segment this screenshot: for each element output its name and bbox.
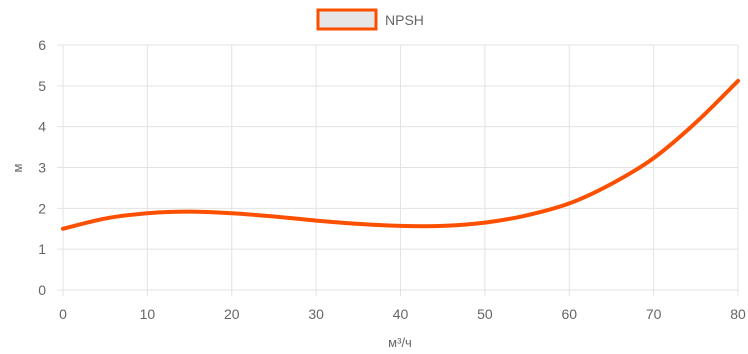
x-tick-label: 50 <box>477 306 493 322</box>
x-tick-label: 70 <box>646 306 662 322</box>
y-tick-label: 3 <box>38 160 46 176</box>
y-tick-label: 6 <box>38 37 46 53</box>
grid <box>57 44 739 296</box>
x-tick-label: 60 <box>561 306 577 322</box>
x-tick-label: 0 <box>59 306 67 322</box>
legend[interactable]: NPSH <box>316 8 424 31</box>
y-tick-label: 5 <box>38 78 46 94</box>
x-tick-label: 80 <box>730 306 746 322</box>
y-tick-label: 0 <box>38 282 46 298</box>
x-axis-ticks: 0 10 20 30 40 50 60 70 80 <box>59 306 746 322</box>
legend-label-npsh: NPSH <box>385 12 424 28</box>
x-tick-label: 10 <box>140 306 156 322</box>
y-tick-label: 1 <box>38 241 46 257</box>
y-tick-label: 2 <box>38 200 46 216</box>
y-axis-ticks: 0 1 2 3 4 5 6 <box>38 37 46 298</box>
x-tick-label: 20 <box>224 306 240 322</box>
legend-swatch-npsh[interactable] <box>316 8 378 31</box>
x-tick-label: 40 <box>393 306 409 322</box>
y-tick-label: 4 <box>38 119 46 135</box>
y-axis-label: м <box>10 163 25 172</box>
x-axis-label: м³/ч <box>388 335 412 350</box>
series-layer <box>61 78 740 231</box>
x-tick-label: 30 <box>308 306 324 322</box>
series-line-npsh[interactable] <box>61 78 740 231</box>
